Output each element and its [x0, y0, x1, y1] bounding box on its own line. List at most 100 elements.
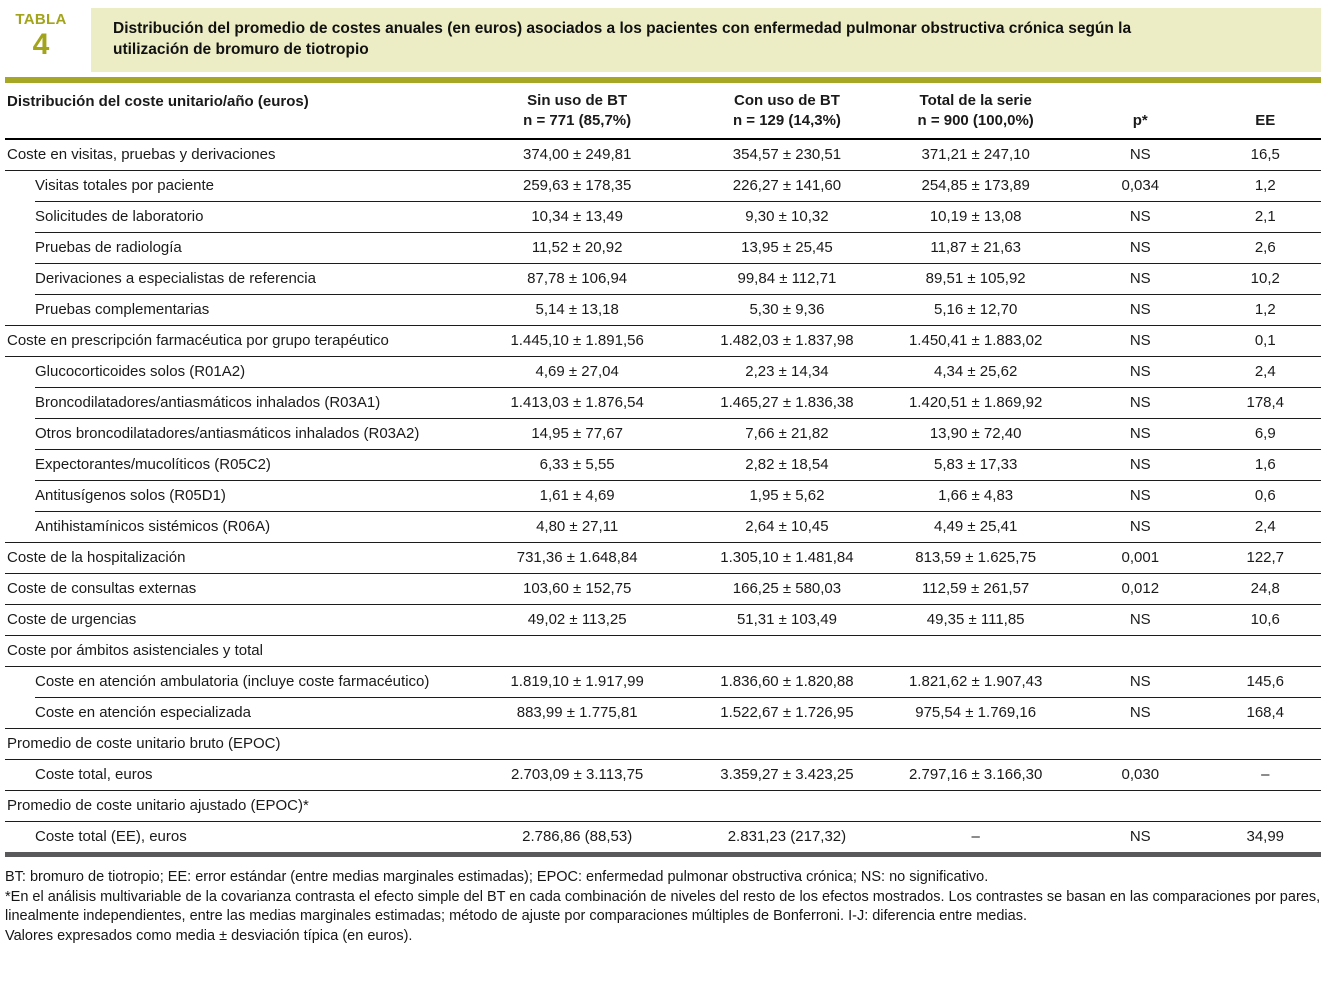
cell-con-uso-bt: 1.836,60 ± 1.820,88 — [693, 666, 881, 697]
cell-ee-value — [1209, 728, 1321, 759]
column-header-row: Distribución del coste unitario/año (eur… — [5, 83, 1321, 140]
cell-p-value: NS — [1071, 604, 1210, 635]
cell-p-value: NS — [1071, 356, 1210, 387]
cell-sin-uso-bt: 103,60 ± 152,75 — [460, 573, 694, 604]
cell-sin-uso-bt: 1.413,03 ± 1.876,54 — [460, 387, 694, 418]
cell-p-value: NS — [1071, 294, 1210, 325]
cell-con-uso-bt: 2,82 ± 18,54 — [693, 449, 881, 480]
table-row-sub: Coste total (EE), euros 2.786,86 (88,53) 2… — [5, 821, 1321, 857]
cell-con-uso-bt — [693, 728, 881, 759]
row-label-cell: Coste total (EE), euros — [5, 821, 461, 857]
table-label-number: 4 — [32, 28, 50, 61]
row-label-cell: Pruebas de radiología — [5, 232, 461, 263]
cell-ee-value: 168,4 — [1209, 697, 1321, 728]
cell-ee-value: – — [1209, 759, 1321, 790]
cell-sin-uso-bt: 883,99 ± 1.775,81 — [460, 697, 694, 728]
cell-sin-uso-bt: 2.786,86 (88,53) — [460, 821, 694, 857]
cell-sin-uso-bt: 1,61 ± 4,69 — [460, 480, 694, 511]
cost-table: Distribución del coste unitario/año (eur… — [5, 83, 1321, 857]
footnote-statistical-method: *En el análisis multivariable de la cova… — [5, 888, 1321, 925]
cell-ee-value: 122,7 — [1209, 542, 1321, 573]
cell-total-serie: 13,90 ± 72,40 — [880, 418, 1072, 449]
row-label-cell: Broncodilatadores/antiasmáticos inhalado… — [5, 387, 461, 418]
row-label-cell: Antitusígenos solos (R05D1) — [5, 480, 461, 511]
cell-total-serie: 5,16 ± 12,70 — [880, 294, 1072, 325]
cell-sin-uso-bt: 49,02 ± 113,25 — [460, 604, 694, 635]
cell-sin-uso-bt: 11,52 ± 20,92 — [460, 232, 694, 263]
cell-sin-uso-bt: 259,63 ± 178,35 — [460, 170, 694, 201]
table-row-sub: Expectorantes/mucolíticos (R05C2) 6,33 ± … — [5, 449, 1321, 480]
cell-sin-uso-bt: 10,34 ± 13,49 — [460, 201, 694, 232]
cell-con-uso-bt: 2.831,23 (217,32) — [693, 821, 881, 857]
cell-total-serie: 4,49 ± 25,41 — [880, 511, 1072, 542]
cell-p-value: 0,030 — [1071, 759, 1210, 790]
cell-p-value: NS — [1071, 480, 1210, 511]
cell-p-value: NS — [1071, 325, 1210, 356]
cell-p-value: 0,012 — [1071, 573, 1210, 604]
column-header-sin-uso: Sin uso de BT n = 771 (85,7%) — [460, 83, 694, 140]
column-header-con-uso-line2: n = 129 (14,3%) — [732, 112, 841, 129]
cell-ee-value: 24,8 — [1209, 573, 1321, 604]
row-label-cell: Glucocorticoides solos (R01A2) — [5, 356, 461, 387]
cell-con-uso-bt: 354,57 ± 230,51 — [732, 146, 842, 163]
cell-total-serie: 1.821,62 ± 1.907,43 — [880, 666, 1072, 697]
cell-ee-value: 10,6 — [1209, 604, 1321, 635]
row-label-cell: Visitas totales por paciente — [5, 170, 461, 201]
table-row-section: Coste de urgencias 49,02 ± 113,25 51,31 ± … — [5, 604, 1321, 635]
row-label-cell: Coste de consultas externas — [5, 573, 461, 604]
cell-total-serie: 1.420,51 ± 1.869,92 — [880, 387, 1072, 418]
cell-p-value: 0,001 — [1071, 542, 1210, 573]
cell-con-uso-bt: 9,30 ± 10,32 — [693, 201, 881, 232]
cell-p-value: NS — [1071, 511, 1210, 542]
cell-p-value — [1071, 790, 1210, 821]
row-label-cell: Coste de la hospitalización — [5, 542, 461, 573]
table-row-sub: Coste en atención ambulatoria (incluye c… — [5, 666, 1321, 697]
cell-sin-uso-bt: 731,36 ± 1.648,84 — [460, 542, 694, 573]
row-label-cell: Coste en atención especializada — [5, 697, 461, 728]
table-row-sub: Derivaciones a especialistas de referenc… — [5, 263, 1321, 294]
column-header-ee: EE — [1209, 83, 1321, 140]
column-header-total-line2: n = 900 (100,0%) — [917, 112, 1034, 129]
row-label-cell: Pruebas complementarias — [5, 294, 461, 325]
table-figure: TABLA 4 Distribución del promedio de cos… — [5, 8, 1321, 944]
cell-total-serie: 371,21 ± 247,10 — [921, 146, 1030, 163]
cell-ee-value: 0,6 — [1209, 480, 1321, 511]
row-label-cell: Coste total, euros — [5, 759, 461, 790]
table-row-section: Coste en prescripción farmacéutica por g… — [5, 325, 1321, 356]
cell-sin-uso-bt: 1.819,10 ± 1.917,99 — [460, 666, 694, 697]
table-row-sub: Broncodilatadores/antiasmáticos inhalado… — [5, 387, 1321, 418]
cell-sin-uso-bt: 87,78 ± 106,94 — [460, 263, 694, 294]
cell-total-serie — [880, 790, 1072, 821]
cell-sin-uso-bt: 6,33 ± 5,55 — [460, 449, 694, 480]
column-header-total-line1: Total de la serie — [919, 92, 1032, 109]
header-rule — [5, 77, 1321, 83]
column-header-con-uso-line1: Con uso de BT — [734, 92, 840, 109]
cell-con-uso-bt: 51,31 ± 103,49 — [693, 604, 881, 635]
cell-con-uso-bt: 2,64 ± 10,45 — [693, 511, 881, 542]
cell-con-uso-bt: 1.522,67 ± 1.726,95 — [693, 697, 881, 728]
table-label: TABLA 4 — [5, 8, 77, 72]
table-row-section: Promedio de coste unitario ajustado (EPO… — [5, 790, 1321, 821]
row-label-cell: Otros broncodilatadores/antiasmáticos in… — [5, 418, 461, 449]
table-row-section: Promedio de coste unitario bruto (EPOC) — [5, 728, 1321, 759]
cell-p-value: NS — [1071, 821, 1210, 857]
table-body: Coste en visitas, pruebas y derivaciones… — [5, 140, 1321, 857]
cell-con-uso-bt: 1.465,27 ± 1.836,38 — [693, 387, 881, 418]
cell-con-uso-bt: 1.482,03 ± 1.837,98 — [693, 325, 881, 356]
cell-total-serie: 112,59 ± 261,57 — [880, 573, 1072, 604]
cell-p-value: NS — [1071, 418, 1210, 449]
cell-ee-value: 34,99 — [1209, 821, 1321, 857]
cell-total-serie — [880, 728, 1072, 759]
cell-ee-value: 1,6 — [1209, 449, 1321, 480]
cell-p-value: NS — [1071, 449, 1210, 480]
cell-ee-value: 16,5 — [1250, 146, 1280, 163]
cell-total-serie: 10,19 ± 13,08 — [880, 201, 1072, 232]
cell-sin-uso-bt: 4,80 ± 27,11 — [460, 511, 694, 542]
figure-header: TABLA 4 Distribución del promedio de cos… — [5, 8, 1321, 72]
row-label-cell: Coste en atención ambulatoria (incluye c… — [5, 666, 461, 697]
cell-ee-value: 10,2 — [1209, 263, 1321, 294]
table-row-sub: Pruebas de radiología 11,52 ± 20,92 13,95 … — [5, 232, 1321, 263]
row-label-cell: Expectorantes/mucolíticos (R05C2) — [5, 449, 461, 480]
cell-sin-uso-bt — [460, 635, 694, 666]
cell-ee-value: 2,4 — [1209, 511, 1321, 542]
